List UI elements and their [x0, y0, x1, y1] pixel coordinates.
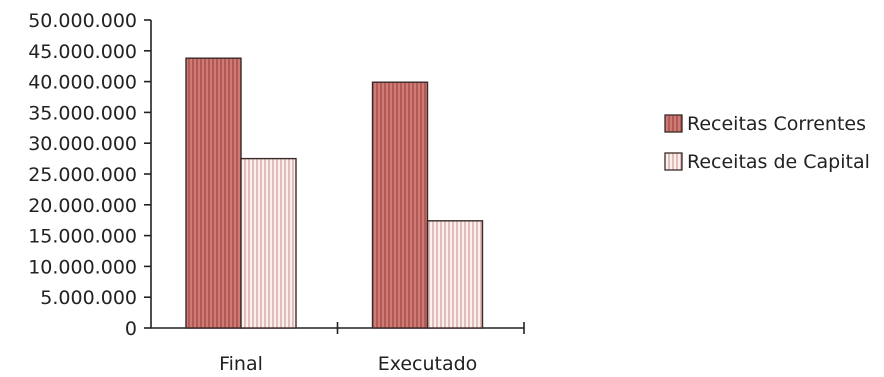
- bars: [185, 57, 484, 329]
- y-tick-label: 50.000.000: [28, 10, 137, 32]
- y-tick-label: 40.000.000: [28, 72, 137, 94]
- x-category-label: Final: [219, 353, 263, 375]
- bar-receitas-de-capital: [426, 220, 484, 329]
- y-tick-label: 5.000.000: [40, 287, 137, 309]
- y-axis-ticks: 0 5.000.000 10.000.000 15.000.000 20.000.000…: [28, 10, 151, 340]
- legend: Receitas Correntes Receitas de Capital: [664, 113, 870, 173]
- legend-swatch: [664, 114, 683, 133]
- y-tick-label: 35.000.000: [28, 102, 137, 124]
- y-tick-label: 30.000.000: [28, 133, 137, 155]
- y-tick-label: 25.000.000: [28, 164, 137, 186]
- y-tick-label: 15.000.000: [28, 226, 137, 248]
- x-axis-categories: Final Executado: [219, 322, 525, 375]
- bar-receitas-correntes: [185, 57, 242, 329]
- legend-label: Receitas Correntes: [687, 113, 866, 135]
- y-tick-label: 0: [125, 318, 137, 340]
- bar-receitas-de-capital: [240, 157, 297, 329]
- x-category-label: Executado: [378, 353, 478, 375]
- legend-label: Receitas de Capital: [687, 151, 870, 173]
- y-tick-label: 10.000.000: [28, 256, 137, 278]
- bar-receitas-correntes: [371, 81, 429, 329]
- y-tick-label: 20.000.000: [28, 195, 137, 217]
- y-tick-label: 45.000.000: [28, 41, 137, 63]
- legend-swatch: [664, 152, 683, 171]
